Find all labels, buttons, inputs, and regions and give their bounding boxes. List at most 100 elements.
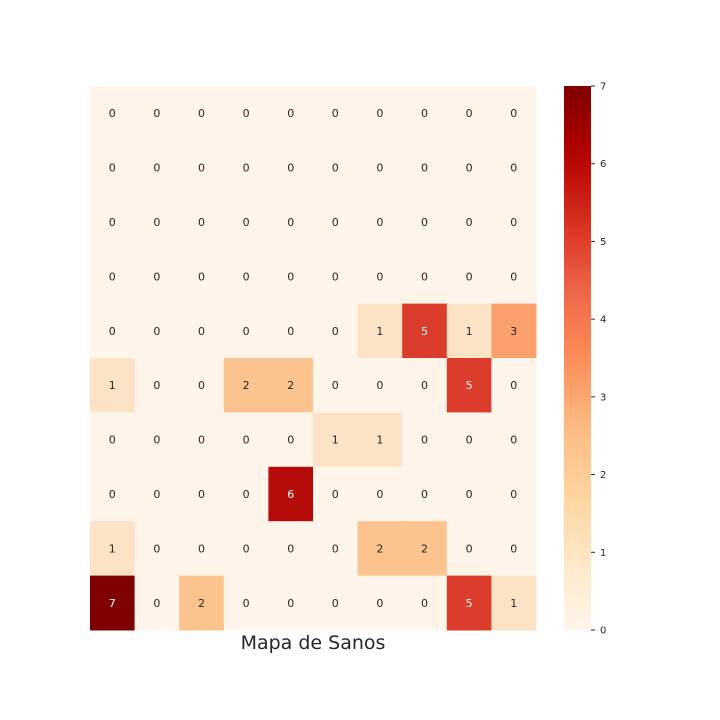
heatmap-cell	[491, 466, 537, 522]
heatmap-cell-label: 0	[510, 488, 517, 501]
heatmap-cell	[491, 575, 537, 631]
heatmap-cell	[313, 86, 359, 141]
heatmap-cell-label: 0	[198, 107, 205, 120]
heatmap-cell	[357, 358, 403, 413]
heatmap-cell-label: 0	[198, 542, 205, 555]
heatmap-cell	[179, 575, 225, 631]
heatmap-cell	[313, 194, 359, 250]
heatmap-cell-label: 0	[198, 325, 205, 338]
heatmap-cell	[402, 358, 448, 413]
heatmap-cell	[446, 412, 492, 468]
heatmap-cell-label: 0	[153, 434, 160, 447]
heatmap-cell	[313, 249, 359, 305]
heatmap-cell	[446, 86, 492, 141]
heatmap-cell-label: 0	[153, 488, 160, 501]
heatmap-cell	[223, 466, 269, 522]
heatmap-cell-label: 0	[510, 434, 517, 447]
heatmap-cell-label: 2	[198, 597, 205, 610]
heatmap-cell	[179, 194, 225, 250]
heatmap-cell	[268, 86, 314, 141]
heatmap-cell	[402, 303, 448, 359]
heatmap-cell-label: 0	[243, 434, 250, 447]
heatmap-cell-label: 0	[466, 107, 473, 120]
heatmap-cell-label: 1	[332, 434, 339, 447]
heatmap-cell	[268, 358, 314, 413]
heatmap-cell	[134, 412, 180, 468]
heatmap-cell-label: 0	[287, 542, 294, 555]
heatmap-cell-label: 0	[332, 107, 339, 120]
heatmap-cell-label: 0	[153, 597, 160, 610]
heatmap-cell	[268, 249, 314, 305]
heatmap-cell	[313, 412, 359, 468]
heatmap-cell-label: 0	[510, 107, 517, 120]
heatmap-cell-label: 2	[287, 379, 294, 392]
heatmap-cell-label: 5	[421, 325, 428, 338]
heatmap-cell	[313, 521, 359, 577]
heatmap-cell	[90, 194, 136, 250]
heatmap-cell	[268, 466, 314, 522]
heatmap-cell	[491, 412, 537, 468]
heatmap-cell	[446, 194, 492, 250]
heatmap-cell	[90, 358, 136, 413]
heatmap-cell-label: 1	[466, 325, 473, 338]
heatmap-cell	[357, 140, 403, 196]
heatmap-cell-label: 0	[466, 216, 473, 229]
heatmap-cell-label: 0	[243, 270, 250, 283]
heatmap-cell-label: 0	[421, 270, 428, 283]
heatmap-cell-label: 0	[243, 162, 250, 175]
heatmap-cell	[402, 521, 448, 577]
heatmap-cell-label: 0	[510, 270, 517, 283]
heatmap-cell	[268, 194, 314, 250]
heatmap-cell-label: 0	[332, 325, 339, 338]
heatmap-cell-label: 0	[332, 216, 339, 229]
heatmap-cell-label: 0	[198, 434, 205, 447]
heatmap-cell-label: 0	[109, 325, 116, 338]
heatmap-cell	[446, 140, 492, 196]
heatmap-cell-label: 0	[466, 270, 473, 283]
heatmap-cell	[90, 466, 136, 522]
heatmap-cell	[357, 86, 403, 141]
heatmap-cell-label: 7	[109, 597, 116, 610]
heatmap-cell	[402, 194, 448, 250]
heatmap-cell	[223, 86, 269, 141]
heatmap-cell	[179, 358, 225, 413]
heatmap-cell	[491, 249, 537, 305]
heatmap-cell-label: 0	[421, 107, 428, 120]
heatmap-cell	[90, 303, 136, 359]
heatmap-cell	[357, 194, 403, 250]
heatmap-cell	[446, 521, 492, 577]
heatmap-cell	[402, 412, 448, 468]
heatmap-cell-label: 0	[109, 270, 116, 283]
heatmap-cell	[223, 140, 269, 196]
heatmap-cell	[90, 521, 136, 577]
heatmap-cell-label: 0	[198, 270, 205, 283]
heatmap-cell	[268, 303, 314, 359]
heatmap-cell	[134, 303, 180, 359]
heatmap-cell-label: 0	[109, 107, 116, 120]
heatmap-cell-label: 0	[421, 379, 428, 392]
heatmap-cell-label: 0	[198, 162, 205, 175]
heatmap-cell-label: 0	[376, 162, 383, 175]
heatmap-cell	[179, 249, 225, 305]
heatmap-cell	[491, 86, 537, 141]
heatmap-cell-label: 0	[466, 542, 473, 555]
heatmap-cell-label: 0	[376, 379, 383, 392]
heatmap-cell-label: 2	[421, 542, 428, 555]
heatmap-cell	[223, 412, 269, 468]
heatmap-cell-label: 0	[109, 434, 116, 447]
heatmap-cell-label: 0	[510, 162, 517, 175]
heatmap-cell-label: 5	[466, 597, 473, 610]
heatmap-cell	[268, 575, 314, 631]
heatmap-cell-label: 0	[466, 488, 473, 501]
heatmap-cell-label: 0	[109, 216, 116, 229]
heatmap-cell-label: 0	[243, 597, 250, 610]
heatmap-cell-label: 0	[421, 216, 428, 229]
heatmap-cell-label: 2	[243, 379, 250, 392]
heatmap-cell-label: 0	[153, 162, 160, 175]
heatmap-cell-label: 0	[153, 325, 160, 338]
heatmap-cell-label: 0	[198, 488, 205, 501]
heatmap-cell	[357, 521, 403, 577]
heatmap-cell-label: 0	[421, 488, 428, 501]
heatmap-cell-label: 2	[376, 542, 383, 555]
